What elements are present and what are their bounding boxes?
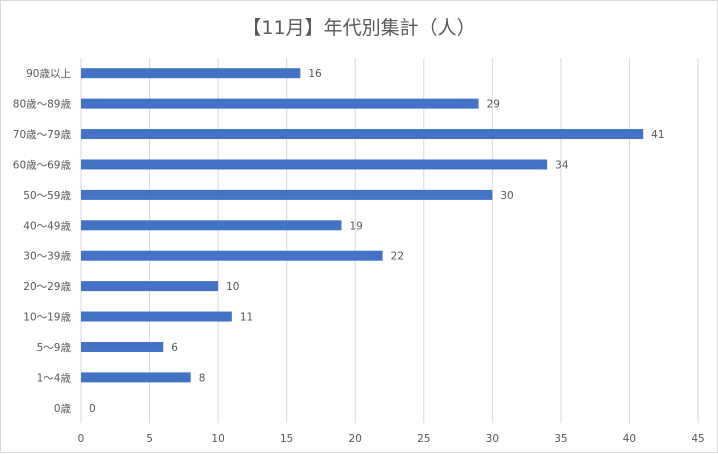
x-tick-label: 25 xyxy=(417,433,430,445)
x-tick-label: 0 xyxy=(78,433,85,445)
bar xyxy=(81,189,493,200)
bar xyxy=(81,372,191,383)
data-label: 11 xyxy=(240,312,253,324)
x-tick-label: 40 xyxy=(623,433,636,445)
y-category-label: 5～9歳 xyxy=(37,342,72,354)
data-label: 29 xyxy=(487,99,500,111)
y-category-label: 1～4歳 xyxy=(37,372,72,384)
x-tick-label: 30 xyxy=(486,433,499,445)
bar xyxy=(81,220,342,231)
data-label: 10 xyxy=(226,281,239,293)
y-category-label: 50～59歳 xyxy=(23,190,71,202)
bar xyxy=(81,98,479,109)
y-category-label: 40～49歳 xyxy=(23,220,71,232)
bar xyxy=(81,281,219,292)
y-category-label: 70歳～79歳 xyxy=(13,129,72,141)
y-category-label: 80歳～89歳 xyxy=(13,99,72,111)
data-label: 22 xyxy=(391,251,404,263)
x-tick-label: 10 xyxy=(211,433,224,445)
x-tick-label: 5 xyxy=(146,433,153,445)
x-tick-label: 20 xyxy=(349,433,362,445)
data-label: 30 xyxy=(500,190,513,202)
data-label: 16 xyxy=(308,68,322,80)
data-label: 41 xyxy=(651,129,664,141)
y-category-label: 30～39歳 xyxy=(23,251,71,263)
data-label: 0 xyxy=(89,403,96,415)
bar xyxy=(81,68,301,79)
y-category-label: 60歳～69歳 xyxy=(13,159,72,171)
data-label: 6 xyxy=(171,342,178,354)
bar xyxy=(81,341,164,352)
data-label: 8 xyxy=(199,372,206,384)
chart-title: 【11月】年代別集計（人） xyxy=(242,17,476,39)
bar xyxy=(81,159,548,170)
bar xyxy=(81,250,383,261)
y-category-label: 20～29歳 xyxy=(23,281,71,293)
y-category-label: 0歳 xyxy=(54,403,72,415)
y-category-label: 90歳以上 xyxy=(26,68,71,80)
bar xyxy=(81,311,232,322)
bar xyxy=(81,129,644,140)
data-label: 19 xyxy=(350,220,363,232)
data-label: 34 xyxy=(555,159,569,171)
x-tick-label: 35 xyxy=(554,433,567,445)
y-category-label: 10～19歳 xyxy=(23,312,71,324)
x-tick-label: 45 xyxy=(691,433,704,445)
x-tick-label: 15 xyxy=(280,433,293,445)
